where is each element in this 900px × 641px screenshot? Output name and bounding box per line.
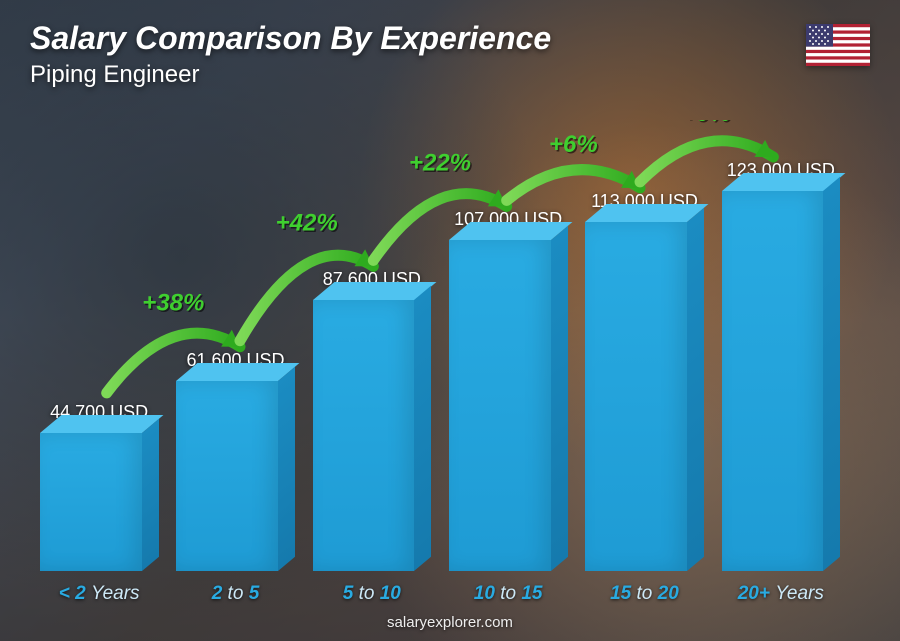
bar-category-label: 10 to 15 [474, 583, 543, 605]
bar-category-label: 15 to 20 [610, 583, 679, 605]
header: Salary Comparison By Experience Piping E… [30, 20, 551, 89]
bar [40, 433, 158, 571]
bar [176, 381, 294, 571]
us-flag-icon [806, 24, 870, 66]
bar-category-label: < 2 Years [59, 583, 140, 605]
bar-slot: 113,000 USD15 to 20 [585, 191, 703, 571]
footer-attribution: salaryexplorer.com [0, 614, 900, 631]
bar [449, 240, 567, 571]
bar-slot: 61,600 USD2 to 5 [176, 350, 294, 571]
bar [585, 222, 703, 571]
bar-category-label: 5 to 10 [343, 583, 401, 605]
bar-slot: 87,600 USD5 to 10 [313, 269, 431, 571]
page-title: Salary Comparison By Experience [30, 20, 551, 57]
bar-category-label: 20+ Years [738, 583, 824, 605]
bar [722, 191, 840, 571]
page-subtitle: Piping Engineer [30, 61, 551, 89]
bar-category-label: 2 to 5 [212, 583, 260, 605]
bar [313, 300, 431, 571]
bar-slot: 123,000 USD20+ Years [722, 160, 840, 571]
salary-bar-chart: 44,700 USD< 2 Years61,600 USD2 to 587,60… [40, 120, 840, 571]
bar-slot: 44,700 USD< 2 Years [40, 402, 158, 571]
bar-slot: 107,000 USD10 to 15 [449, 209, 567, 571]
